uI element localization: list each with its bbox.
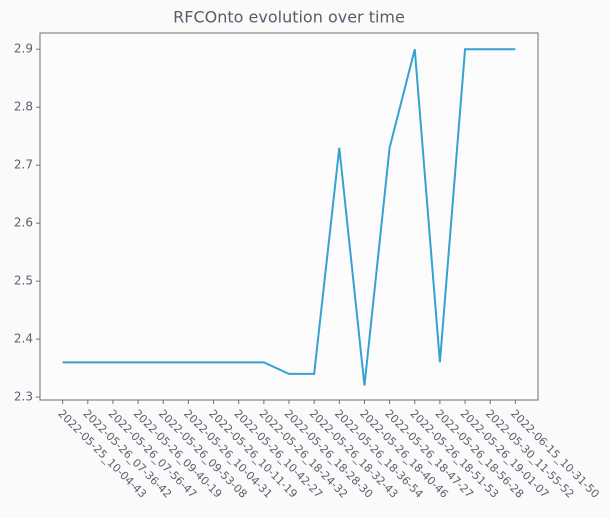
plot-area: [39, 32, 539, 401]
y-tick-label: 2.4: [14, 332, 33, 346]
y-tick-label: 2.9: [14, 42, 33, 56]
y-tick-label: 2.5: [14, 274, 33, 288]
data-line: [62, 48, 516, 386]
y-tick-label: 2.8: [14, 100, 33, 114]
chart-title: RFCOnto evolution over time: [173, 8, 405, 27]
y-tick-label: 2.6: [14, 216, 33, 230]
y-tick-label: 2.3: [14, 390, 33, 404]
y-tick-label: 2.7: [14, 158, 33, 172]
